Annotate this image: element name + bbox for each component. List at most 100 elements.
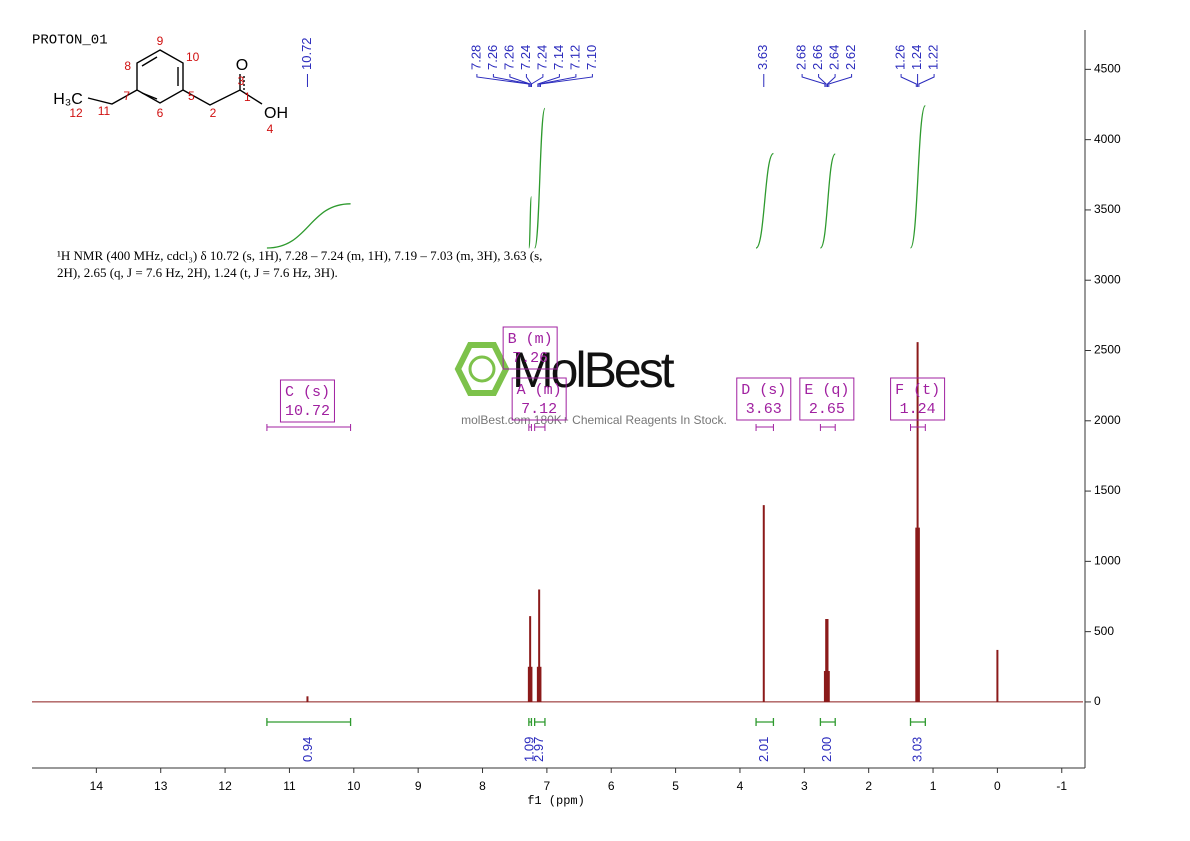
x-tick-label: -1 — [1056, 779, 1067, 793]
peak-label-leg — [492, 74, 531, 87]
multiplet-box — [736, 377, 792, 421]
peak-label-leg — [818, 74, 827, 87]
multiplet-range — [534, 424, 546, 431]
multiplet-box — [279, 379, 335, 423]
bond — [141, 56, 158, 67]
multiplet-shift: 7.12 — [521, 401, 557, 418]
y-tick-label: 3000 — [1094, 272, 1121, 286]
y-tick-label: 2000 — [1094, 413, 1121, 427]
y-tick-label: 4000 — [1094, 132, 1121, 146]
integral-curve — [819, 153, 836, 249]
atom-number: 6 — [157, 106, 164, 120]
integral-curve — [266, 203, 351, 249]
multiplet-name: C (s) — [285, 384, 330, 401]
x-tick-label: 8 — [479, 779, 486, 793]
peak-label: 7.14 — [551, 45, 566, 70]
atom-number: 2 — [210, 106, 217, 120]
integral-bracket — [819, 718, 836, 726]
peak-label: 1.24 — [909, 45, 924, 70]
x-axis-label: f1 (ppm) — [527, 794, 585, 808]
integral-curve — [528, 196, 533, 249]
peak-label: 2.64 — [827, 45, 842, 70]
atom-number: 8 — [124, 59, 131, 73]
integral-curve — [755, 152, 775, 249]
integral-bracket — [528, 718, 533, 726]
y-tick-label: 1000 — [1094, 554, 1121, 568]
x-tick-label: 7 — [544, 779, 551, 793]
atom-number: 3 — [238, 74, 245, 88]
peak-label-leg — [826, 74, 836, 87]
y-tick-label: 4500 — [1094, 62, 1121, 76]
peak-label: 7.24 — [518, 45, 533, 70]
integral-bracket — [266, 718, 352, 726]
structure — [87, 49, 263, 106]
multiplet-range — [910, 424, 926, 431]
peak-label: 10.72 — [299, 37, 314, 70]
atom-number: 9 — [157, 34, 164, 48]
atom: H₃C — [53, 91, 83, 108]
x-tick-label: 9 — [415, 779, 422, 793]
peak-label: 2.66 — [810, 45, 825, 70]
multiplet-name: F (t) — [895, 382, 940, 399]
integral-label: 2.00 — [819, 737, 834, 762]
bond — [182, 89, 263, 106]
multiplet-box — [511, 377, 567, 421]
y-tick-label: 1500 — [1094, 483, 1121, 497]
x-tick-label: 5 — [672, 779, 679, 793]
peak-label: 7.24 — [534, 45, 549, 70]
integral-curve — [534, 107, 546, 249]
multiplet-box — [502, 326, 558, 370]
multiplet-range — [819, 424, 836, 431]
peak-label-leg — [828, 74, 853, 87]
multiplet-name: B (m) — [508, 331, 553, 348]
peak-label-leg — [539, 74, 593, 87]
atom-number: 1 — [244, 90, 251, 104]
peak-label: 7.26 — [485, 45, 500, 70]
y-tick-label: 0 — [1094, 694, 1101, 708]
description: 2H), 2.65 (q, J = 7.6 Hz, 2H), 1.24 (t, … — [57, 265, 338, 280]
peak-label-leg — [530, 74, 544, 87]
integral-label: 0.94 — [300, 737, 315, 762]
bond — [87, 89, 138, 105]
atom-number: 11 — [98, 104, 111, 118]
multiplet-box — [890, 377, 946, 421]
peak-label: 1.26 — [893, 45, 908, 70]
atom-number: 12 — [69, 106, 83, 120]
x-tick-label: 6 — [608, 779, 615, 793]
multiplet-name: A (m) — [517, 382, 562, 399]
peak-label-leg — [509, 74, 531, 87]
integral-label: 2.97 — [531, 737, 546, 762]
peak-label: 2.62 — [843, 45, 858, 70]
peak-label: 7.12 — [567, 45, 582, 70]
peak-label: 3.63 — [755, 45, 770, 70]
integral-bracket — [755, 718, 775, 726]
x-tick-label: 0 — [994, 779, 1001, 793]
y-tick-label: 3500 — [1094, 202, 1121, 216]
multiplet-range — [266, 424, 352, 431]
atom: O — [236, 57, 248, 74]
peak-label: 2.68 — [794, 45, 809, 70]
multiplet-box — [799, 377, 855, 421]
peak-label: 7.28 — [468, 45, 483, 70]
peak-label: 1.22 — [926, 45, 941, 70]
ring — [136, 49, 184, 104]
peak-label-leg — [918, 74, 935, 87]
multiplet-shift: 3.63 — [746, 401, 782, 418]
watermark-brand: MolBest — [512, 342, 675, 398]
x-tick-label: 10 — [347, 779, 361, 793]
watermark: MolBest molBest.com 180K+ Chemical Reage… — [454, 342, 727, 427]
peak-label: 7.10 — [584, 45, 599, 70]
y-tick-label: 2500 — [1094, 343, 1121, 357]
y-tick-label: 500 — [1094, 624, 1114, 638]
x-tick-label: 13 — [154, 779, 168, 793]
bond — [141, 92, 158, 100]
multiplet-shift: 10.72 — [285, 403, 330, 420]
peak-label-leg — [900, 74, 917, 87]
atom-number: 7 — [123, 89, 130, 103]
x-tick-label: 3 — [801, 779, 808, 793]
x-tick-label: 14 — [90, 779, 104, 793]
integral-label: 3.03 — [909, 737, 924, 762]
page-title: PROTON_01 — [32, 33, 108, 49]
multiplet-name: E (q) — [804, 382, 849, 399]
